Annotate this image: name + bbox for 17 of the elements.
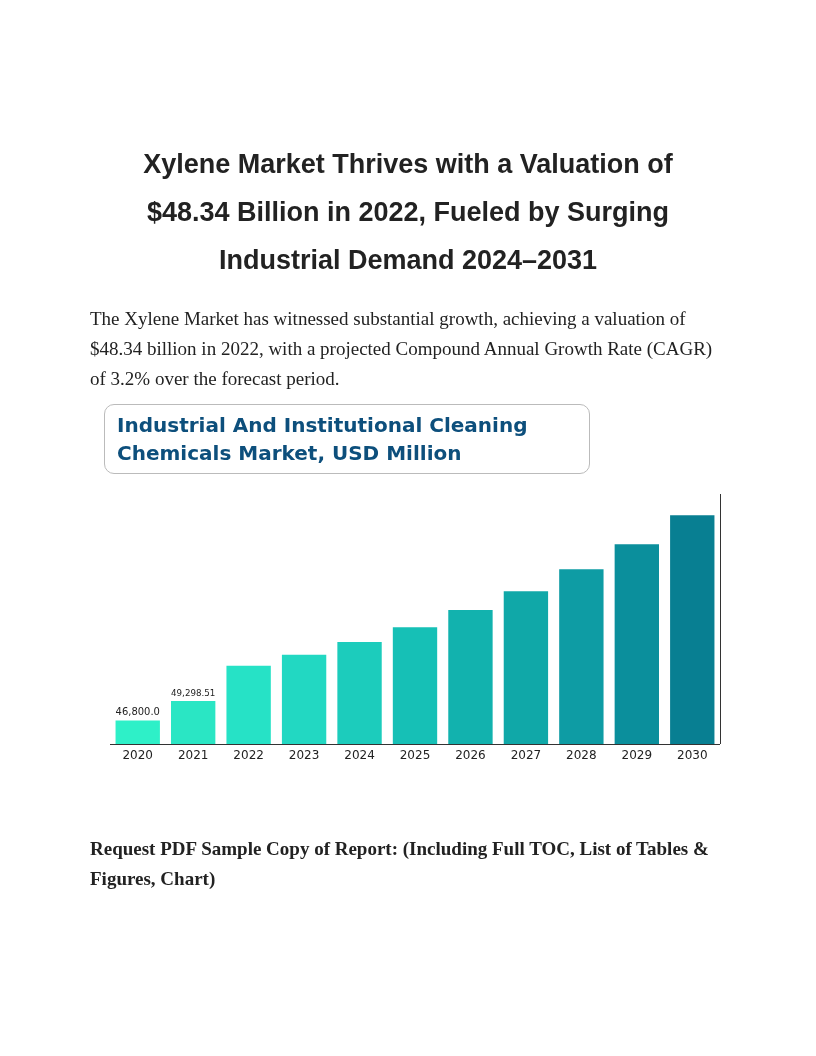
x-tick-label: 2025 (399, 748, 431, 763)
x-tick-label: 2023 (288, 748, 320, 763)
x-tick-label: 2022 (233, 748, 264, 763)
x-tick-label: 2027 (510, 748, 542, 763)
x-tick-label: 2021 (177, 748, 209, 763)
chart-subtitle: The Xylene Market has witnessed substantial growth, achieving a valuation of $48.34 billion in 2022, with a projected Compound Annual Growth Rate (CAGR) of 3.2% over the forecast period. (90, 307, 714, 391)
x-tick-label: 2024 (344, 748, 375, 763)
data-label: 46,800.0 (115, 706, 160, 717)
x-tick-label: 2026 (455, 748, 486, 763)
data-label: 49,298.51 (171, 687, 216, 698)
x-tick-label: 2028 (566, 748, 597, 763)
text: Industrial And Institutional Cleaning Chemicals Market, USD Million (104, 404, 590, 474)
x-tick-label: 2030 (677, 748, 708, 763)
text: Request PDF Sample Copy of Report: (Including Full TOC, List of Tables & Figures, Chart) (90, 837, 710, 891)
chart-title: Xylene Market Thrives with a Valuation of $48.34 Billion in 2022, Fueled by Surging Industrial Demand 2024–2031 (142, 148, 674, 277)
x-tick-label: 2020 (122, 748, 153, 763)
x-tick-label: 2029 (621, 748, 653, 763)
